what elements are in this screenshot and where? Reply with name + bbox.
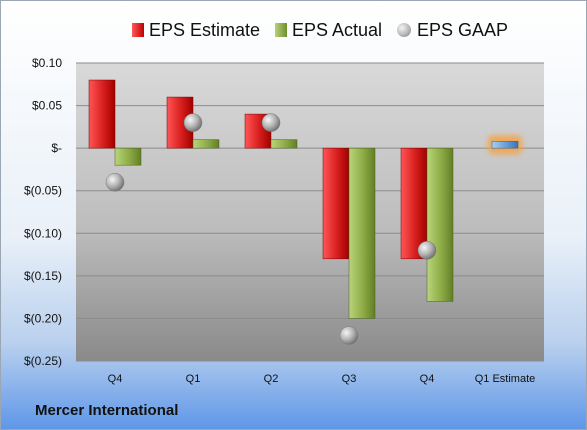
- bar-eps-actual: [270, 139, 298, 149]
- y-tick-label: $-: [51, 141, 62, 155]
- bar-eps-actual: [192, 139, 220, 149]
- plot-area: [76, 63, 544, 361]
- bar-eps-estimate: [491, 141, 519, 149]
- legend-label-eps-actual: EPS Actual: [292, 19, 383, 40]
- point-eps-gaap: [417, 241, 437, 260]
- y-tick-label: $0.10: [32, 56, 62, 70]
- x-tick-label: Q2: [264, 373, 279, 385]
- point-eps-gaap: [183, 113, 203, 132]
- legend-marker-eps-gaap: [397, 23, 411, 37]
- y-tick-label: $(0.05): [24, 184, 62, 198]
- bars: [88, 79, 522, 319]
- y-tick-label: $(0.20): [24, 311, 62, 325]
- y-tick-label: $(0.15): [24, 269, 62, 283]
- bar-eps-actual: [114, 147, 142, 166]
- company-name: Mercer International: [35, 402, 179, 419]
- x-tick-label: Q3: [342, 373, 357, 385]
- bar-eps-actual: [426, 147, 454, 302]
- gridlines: [76, 62, 544, 362]
- legend-item-eps-actual: EPS Actual: [275, 17, 382, 43]
- point-eps-gaap: [261, 113, 281, 132]
- point-eps-gaap: [105, 172, 125, 192]
- bar-eps-estimate: [322, 147, 350, 260]
- bar-eps-actual: [348, 147, 376, 319]
- x-tick-label: Q4: [108, 373, 123, 385]
- x-axis-tick-labels: Q4 Q1 Q2 Q3 Q4 Q1 Estimate: [108, 373, 536, 385]
- legend-swatch-eps-actual: [275, 23, 287, 37]
- x-tick-label: Q1 Estimate: [475, 373, 536, 385]
- legend-swatch-eps-estimate: [132, 23, 144, 37]
- x-tick-label: Q1: [186, 373, 201, 385]
- x-tick-label: Q4: [420, 373, 435, 385]
- point-eps-gaap: [339, 326, 359, 345]
- y-tick-label: $(0.25): [24, 354, 62, 368]
- y-tick-label: $(0.10): [24, 226, 62, 240]
- legend-item-eps-gaap: EPS GAAP: [397, 17, 508, 43]
- y-tick-label: $0.05: [32, 99, 62, 113]
- legend: EPS Estimate EPS Actual EPS GAAP: [1, 17, 586, 43]
- gaap-points: [105, 113, 437, 345]
- bar-eps-estimate: [88, 79, 116, 149]
- legend-label-eps-estimate: EPS Estimate: [149, 19, 261, 40]
- legend-label-eps-gaap: EPS GAAP: [417, 19, 509, 40]
- y-axis-tick-labels: $0.10 $0.05 $- $(0.05) $(0.10) $(0.15) $(0.20)…: [24, 56, 62, 368]
- legend-item-eps-estimate: EPS Estimate: [132, 17, 260, 43]
